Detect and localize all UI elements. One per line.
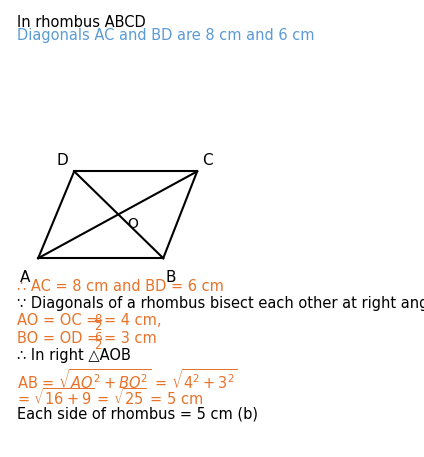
Text: = 3 cm: = 3 cm bbox=[104, 331, 156, 346]
Text: D: D bbox=[56, 153, 68, 168]
Text: ∴ In right △AOB: ∴ In right △AOB bbox=[17, 348, 131, 363]
Text: AB = $\sqrt{AO^2 + BO^2}$ = $\sqrt{4^2 + 3^2}$: AB = $\sqrt{AO^2 + BO^2}$ = $\sqrt{4^2 +… bbox=[17, 368, 238, 392]
Text: Diagonals AC and BD are 8 cm and 6 cm: Diagonals AC and BD are 8 cm and 6 cm bbox=[17, 28, 315, 43]
Text: B: B bbox=[165, 270, 176, 285]
Text: A: A bbox=[20, 270, 31, 285]
Text: = $\sqrt{16 + 9}$ = $\sqrt{25}$ = 5 cm: = $\sqrt{16 + 9}$ = $\sqrt{25}$ = 5 cm bbox=[17, 387, 204, 408]
Text: In rhombus ABCD: In rhombus ABCD bbox=[17, 15, 146, 30]
Text: 8: 8 bbox=[94, 313, 101, 326]
Text: 6: 6 bbox=[94, 331, 101, 344]
Text: Each side of rhombus = 5 cm (b): Each side of rhombus = 5 cm (b) bbox=[17, 407, 258, 422]
Text: C: C bbox=[202, 153, 213, 168]
Text: AO = OC =: AO = OC = bbox=[17, 313, 103, 328]
Text: 2: 2 bbox=[94, 320, 101, 333]
Text: ∵ Diagonals of a rhombus bisect each other at right angles: ∵ Diagonals of a rhombus bisect each oth… bbox=[17, 296, 424, 311]
Text: BO = OD =: BO = OD = bbox=[17, 331, 104, 346]
Text: O: O bbox=[127, 217, 138, 231]
Text: 2: 2 bbox=[94, 339, 101, 351]
Text: ∴ AC = 8 cm and BD = 6 cm: ∴ AC = 8 cm and BD = 6 cm bbox=[17, 279, 224, 294]
Text: = 4 cm,: = 4 cm, bbox=[104, 313, 162, 328]
